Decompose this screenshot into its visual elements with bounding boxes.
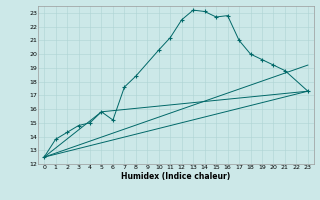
X-axis label: Humidex (Indice chaleur): Humidex (Indice chaleur) — [121, 172, 231, 181]
